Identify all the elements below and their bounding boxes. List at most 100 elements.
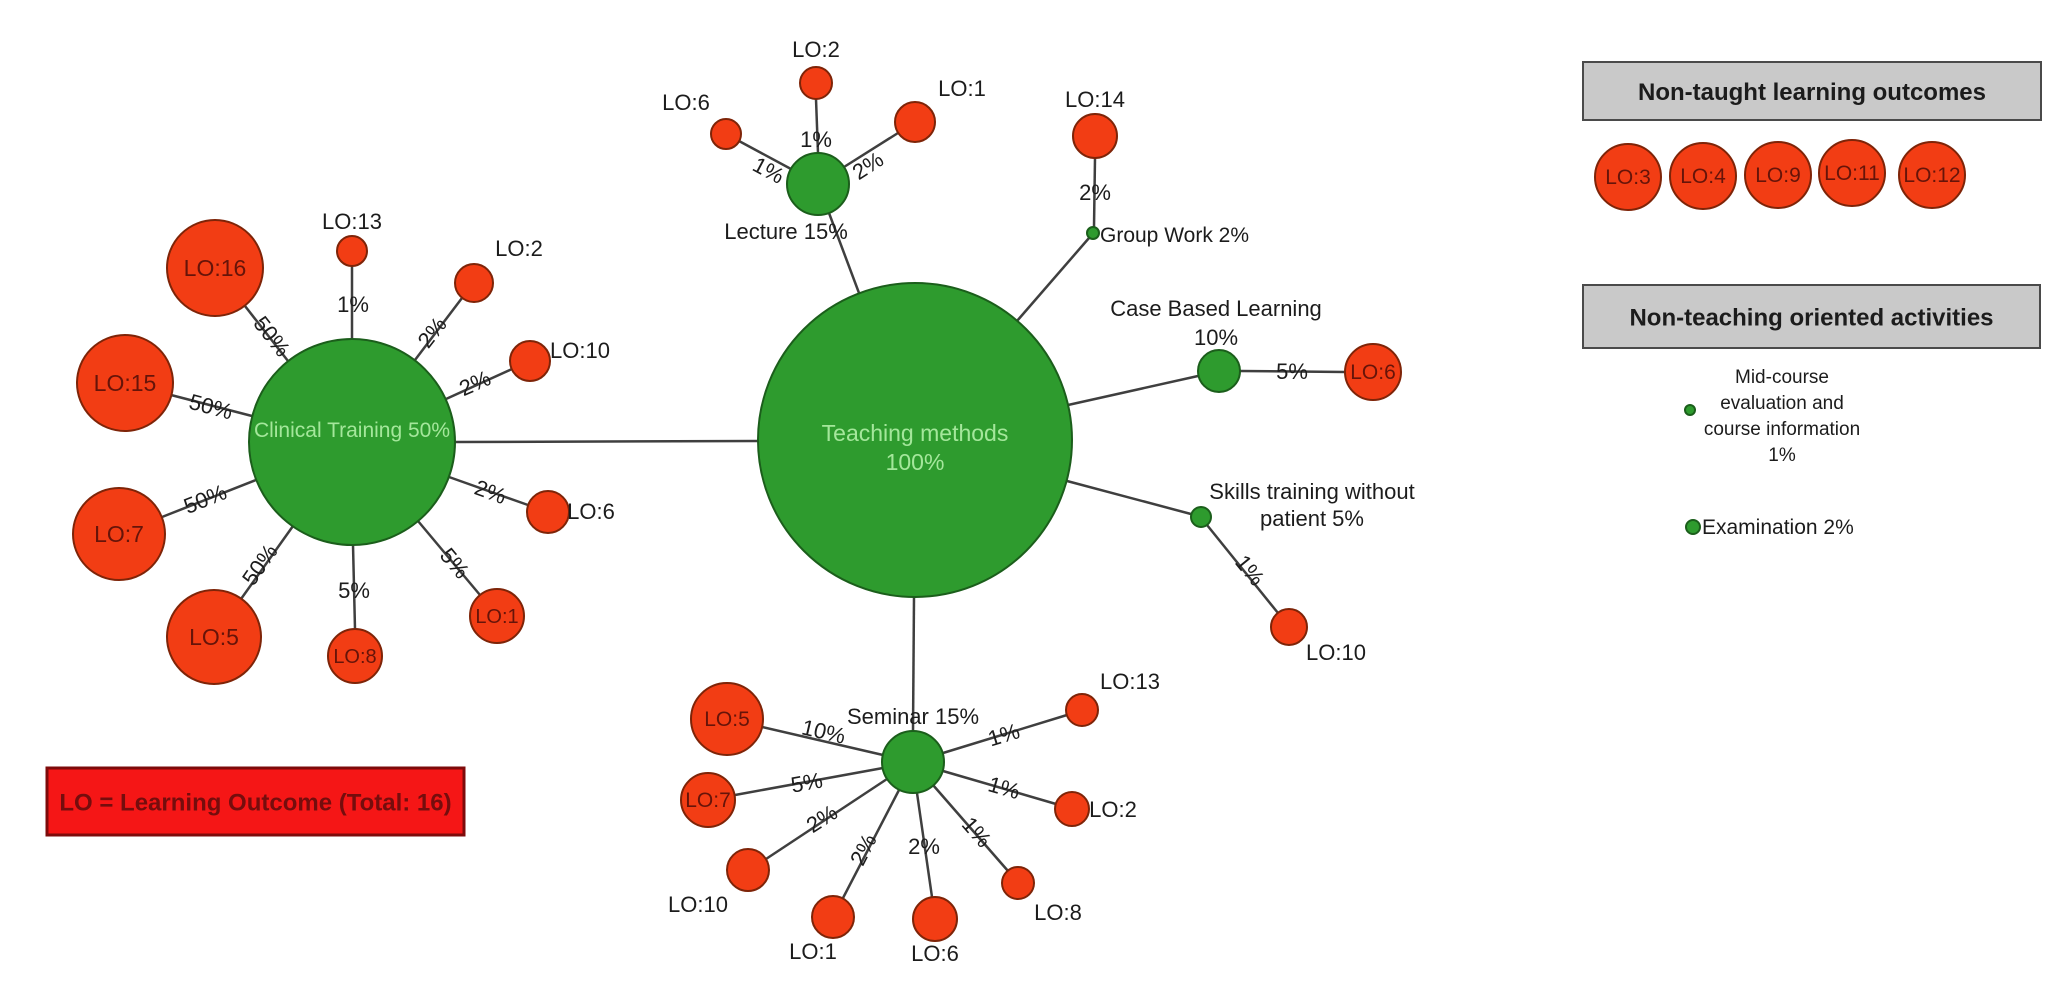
clinical-lo6-label: LO:6	[567, 499, 615, 524]
legend-non-teaching-header-label: Non-teaching oriented activities	[1629, 305, 1993, 332]
edge-clinical-lo7	[161, 478, 257, 519]
pct-clinical-lo13: 1%	[337, 292, 369, 317]
edge-groupwork-lo14	[1092, 157, 1097, 228]
group-work-label: Group Work 2%	[1100, 224, 1249, 247]
edge-lecture-lo6	[738, 139, 792, 171]
edge-clinical-lo1	[417, 520, 481, 596]
skills-lo10-label: LO:10	[1306, 640, 1366, 665]
cbl-lo6-label: LO:6	[1350, 361, 1396, 384]
clinical-lo15-label: LO:15	[94, 370, 157, 396]
legend-lo12-node	[1898, 141, 1966, 209]
legend-lo11-label: LO:11	[1824, 162, 1880, 185]
seminar-label: Seminar 15%	[847, 704, 979, 729]
clinical-lo1-label: LO:1	[475, 606, 518, 628]
legend-lo9-label: LO:9	[1755, 164, 1801, 187]
seminar-lo1-label: LO:1	[789, 939, 837, 964]
note-box-label: LO = Learning Outcome (Total: 16)	[59, 790, 451, 817]
legend-lo12-label: LO:12	[1903, 164, 1960, 187]
legend-lo4-label: LO:4	[1680, 165, 1726, 188]
clinical-lo13-node	[336, 235, 368, 267]
pct-seminar-lo5: 10%	[799, 715, 848, 749]
edge-seminar-lo1	[841, 789, 901, 899]
teaching-methods-label-line2: 100%	[886, 449, 945, 475]
groupwork-lo14-label: LO:14	[1065, 87, 1125, 112]
edge-teaching-skills	[1066, 479, 1192, 516]
seminar-lo5-label: LO:5	[704, 708, 750, 731]
seminar-lo7-node	[680, 772, 736, 828]
clinical-lo13-label: LO:13	[322, 209, 382, 234]
clinical-lo15-node	[76, 334, 174, 432]
clinical-lo10-node	[509, 340, 551, 382]
edge-clinical-lo2	[414, 297, 463, 361]
seminar-lo5-node	[690, 682, 764, 756]
pct-seminar-lo2: 1%	[985, 771, 1022, 804]
teaching-methods-node	[757, 282, 1073, 598]
pct-clinical-lo15: 50%	[186, 389, 235, 425]
cbl-lo6-node	[1344, 343, 1402, 401]
edge-clinical-lo6	[448, 475, 529, 507]
seminar-lo10-label: LO:10	[668, 892, 728, 917]
edge-seminar-lo5	[761, 725, 884, 757]
note-box	[45, 766, 466, 837]
clinical-lo8-node	[327, 628, 383, 684]
seminar-node	[881, 730, 945, 794]
examination-label: Examination 2%	[1702, 516, 1854, 539]
clinical-lo2-label: LO:2	[495, 236, 543, 261]
seminar-lo8-label: LO:8	[1034, 900, 1082, 925]
lecture-label: Lecture 15%	[724, 219, 848, 244]
pct-clinical-lo6: 2%	[471, 475, 509, 509]
clinical-lo6-node	[526, 490, 570, 534]
case-based-learning-node	[1197, 349, 1241, 393]
edge-clinical-lo5	[239, 525, 295, 600]
legend-lo3-node	[1594, 143, 1662, 211]
pct-seminar-lo7: 5%	[789, 768, 825, 798]
legend-lo9-node	[1744, 141, 1812, 209]
pct-lecture-lo6: 1%	[749, 152, 789, 189]
seminar-lo7-label: LO:7	[685, 789, 731, 812]
lecture-lo2-node	[799, 66, 833, 100]
edge-skills-lo10	[1206, 524, 1279, 614]
examination-node	[1685, 519, 1701, 535]
clinical-lo5-node	[166, 589, 262, 685]
pct-seminar-lo6: 2%	[908, 834, 940, 859]
pct-clinical-lo7: 50%	[180, 479, 230, 519]
midcourse-label-line1: Mid-course	[1735, 367, 1829, 388]
legend-lo3-label: LO:3	[1605, 166, 1651, 189]
edge-clinical-lo10	[445, 367, 513, 401]
edge-lecture-lo1	[843, 131, 899, 169]
clinical-lo5-label: LO:5	[189, 624, 239, 650]
edge-lecture-lo2	[814, 98, 820, 154]
pct-cbl-lo6: 5%	[1276, 359, 1308, 384]
case-based-learning-label-line2: 10%	[1194, 325, 1238, 350]
edge-clinical-lo16	[244, 305, 289, 362]
seminar-lo8-node	[1001, 866, 1035, 900]
pct-clinical-lo10: 2%	[455, 365, 494, 401]
edge-clinical-lo8	[351, 544, 357, 630]
edge-seminar-lo2	[942, 769, 1057, 806]
clinical-training-label: Clinical Training 50%	[254, 419, 450, 442]
seminar-lo10-node	[726, 848, 770, 892]
skills-training-label-line2: patient 5%	[1260, 506, 1364, 531]
clinical-lo8-label: LO:8	[333, 646, 376, 668]
clinical-lo1-node	[469, 588, 525, 644]
lecture-lo2-label: LO:2	[792, 37, 840, 62]
clinical-lo16-label: LO:16	[184, 255, 247, 281]
midcourse-label-line2: evaluation and	[1720, 393, 1844, 414]
seminar-lo1-node	[811, 895, 855, 939]
edge-cbl-lo6	[1239, 369, 1346, 374]
lecture-lo1-node	[894, 101, 936, 143]
legend-non-taught-header	[1582, 61, 2042, 121]
edge-seminar-lo7	[734, 766, 884, 797]
edge-clinical-lo15	[170, 393, 253, 418]
teaching-methods-label-line1: Teaching methods	[822, 420, 1009, 446]
edge-teaching-groupwork	[1016, 237, 1090, 322]
lecture-lo1-label: LO:1	[938, 76, 986, 101]
groupwork-lo14-node	[1072, 113, 1118, 159]
edge-seminar-lo6	[915, 792, 934, 898]
pct-clinical-lo8: 5%	[338, 578, 370, 603]
case-based-learning-label-line1: Case Based Learning	[1110, 296, 1322, 321]
midcourse-label-line4: 1%	[1768, 445, 1796, 466]
pct-seminar-lo13: 1%	[985, 718, 1023, 751]
